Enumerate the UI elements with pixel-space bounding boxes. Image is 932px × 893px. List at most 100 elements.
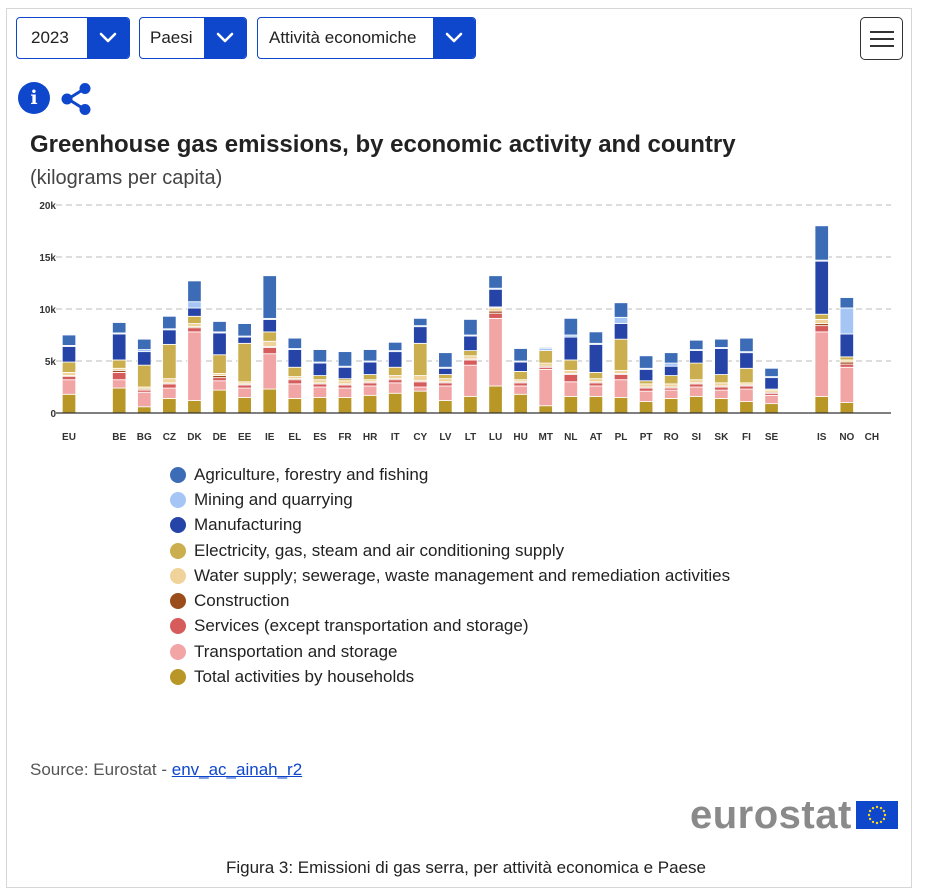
- bar-segment[interactable]: [187, 327, 202, 333]
- bar-segment[interactable]: [463, 359, 478, 366]
- bar-segment[interactable]: [388, 392, 403, 414]
- bar-segment[interactable]: [337, 387, 353, 398]
- bar-segment[interactable]: [287, 398, 302, 414]
- legend-item[interactable]: Total activities by households: [170, 664, 730, 689]
- bar-segment[interactable]: [839, 307, 854, 335]
- bar-segment[interactable]: [463, 355, 478, 360]
- bar-segment[interactable]: [638, 355, 654, 369]
- bar-segment[interactable]: [563, 381, 578, 397]
- bar-segment[interactable]: [438, 374, 453, 380]
- bar-segment[interactable]: [287, 379, 302, 385]
- bar-segment[interactable]: [362, 349, 378, 362]
- bar-segment[interactable]: [438, 385, 453, 401]
- bar-segment[interactable]: [839, 356, 854, 361]
- bar-segment[interactable]: [413, 317, 428, 327]
- bar-segment[interactable]: [638, 368, 654, 382]
- bar-segment[interactable]: [287, 337, 302, 349]
- bar-segment[interactable]: [538, 350, 553, 364]
- bar-segment[interactable]: [714, 382, 729, 387]
- bar-segment[interactable]: [588, 382, 604, 387]
- bar-segment[interactable]: [312, 362, 328, 376]
- bar-segment[interactable]: [61, 334, 77, 346]
- bar-segment[interactable]: [814, 395, 829, 414]
- chevron-down-icon[interactable]: [204, 18, 246, 58]
- bar-segment[interactable]: [212, 321, 227, 333]
- bar-segment[interactable]: [438, 352, 453, 368]
- bar-segment[interactable]: [739, 401, 754, 414]
- bar-segment[interactable]: [262, 331, 277, 342]
- bar-segment[interactable]: [814, 260, 829, 315]
- bar-segment[interactable]: [714, 389, 729, 399]
- bar-segment[interactable]: [638, 390, 654, 402]
- bar-segment[interactable]: [362, 385, 378, 396]
- bar-segment[interactable]: [312, 349, 328, 363]
- bar-segment[interactable]: [814, 331, 829, 397]
- bar-segment[interactable]: [739, 352, 754, 369]
- bar-segment[interactable]: [638, 387, 654, 392]
- bar-segment[interactable]: [488, 288, 503, 308]
- bar-segment[interactable]: [764, 377, 779, 390]
- bar-segment[interactable]: [362, 361, 378, 375]
- bar-segment[interactable]: [664, 389, 679, 399]
- activity-dropdown[interactable]: Attività economiche: [257, 17, 476, 59]
- bar-segment[interactable]: [413, 375, 428, 382]
- bar-segment[interactable]: [563, 374, 578, 383]
- bar-segment[interactable]: [438, 382, 453, 387]
- bar-segment[interactable]: [588, 378, 604, 383]
- bar-segment[interactable]: [714, 348, 729, 375]
- bar-segment[interactable]: [262, 388, 277, 414]
- bar-segment[interactable]: [488, 275, 503, 289]
- chevron-down-icon[interactable]: [433, 18, 475, 58]
- bar-segment[interactable]: [61, 379, 77, 395]
- bar-segment[interactable]: [112, 387, 127, 414]
- bar-segment[interactable]: [638, 383, 654, 388]
- bar-segment[interactable]: [689, 339, 704, 350]
- bar-segment[interactable]: [137, 364, 152, 388]
- bar-segment[interactable]: [839, 297, 854, 309]
- bar-segment[interactable]: [664, 365, 679, 376]
- bar-segment[interactable]: [613, 396, 629, 414]
- bar-segment[interactable]: [312, 383, 328, 388]
- bar-segment[interactable]: [187, 400, 202, 414]
- bar-segment[interactable]: [162, 315, 177, 330]
- bar-segment[interactable]: [714, 398, 729, 414]
- bar-segment[interactable]: [112, 379, 127, 389]
- bar-segment[interactable]: [664, 398, 679, 414]
- bar-segment[interactable]: [488, 307, 503, 312]
- bar-segment[interactable]: [638, 380, 654, 385]
- source-dataset-link[interactable]: env_ac_ainah_r2: [171, 760, 303, 779]
- bar-segment[interactable]: [689, 379, 704, 384]
- bar-segment[interactable]: [739, 367, 754, 384]
- bar-segment[interactable]: [613, 374, 629, 381]
- bar-segment[interactable]: [388, 382, 403, 394]
- legend-item[interactable]: Agriculture, forestry and fishing: [170, 462, 730, 487]
- bar-segment[interactable]: [588, 385, 604, 397]
- bar-segment[interactable]: [312, 396, 328, 414]
- bar-segment[interactable]: [212, 380, 227, 391]
- bar-segment[interactable]: [413, 381, 428, 388]
- bar-segment[interactable]: [212, 332, 227, 356]
- bar-segment[interactable]: [463, 335, 478, 352]
- bar-segment[interactable]: [237, 336, 252, 344]
- bar-segment[interactable]: [664, 362, 679, 367]
- bar-segment[interactable]: [689, 362, 704, 381]
- bar-segment[interactable]: [689, 383, 704, 388]
- bar-segment[interactable]: [413, 390, 428, 414]
- legend-item[interactable]: Water supply; sewerage, waste management…: [170, 563, 730, 588]
- bar-segment[interactable]: [388, 366, 403, 376]
- bar-segment[interactable]: [287, 383, 302, 399]
- bar-segment[interactable]: [137, 391, 152, 408]
- bar-segment[interactable]: [61, 346, 77, 363]
- bar-segment[interactable]: [212, 377, 227, 382]
- bar-segment[interactable]: [388, 341, 403, 351]
- bar-segment[interactable]: [337, 380, 353, 385]
- bar-segment[interactable]: [187, 331, 202, 401]
- bar-segment[interactable]: [689, 386, 704, 397]
- bar-segment[interactable]: [438, 367, 453, 375]
- bar-segment[interactable]: [287, 366, 302, 377]
- bar-segment[interactable]: [262, 275, 277, 319]
- hamburger-menu-button[interactable]: [860, 17, 903, 60]
- bar-segment[interactable]: [112, 322, 127, 334]
- bar-segment[interactable]: [162, 398, 177, 414]
- bar-segment[interactable]: [463, 318, 478, 336]
